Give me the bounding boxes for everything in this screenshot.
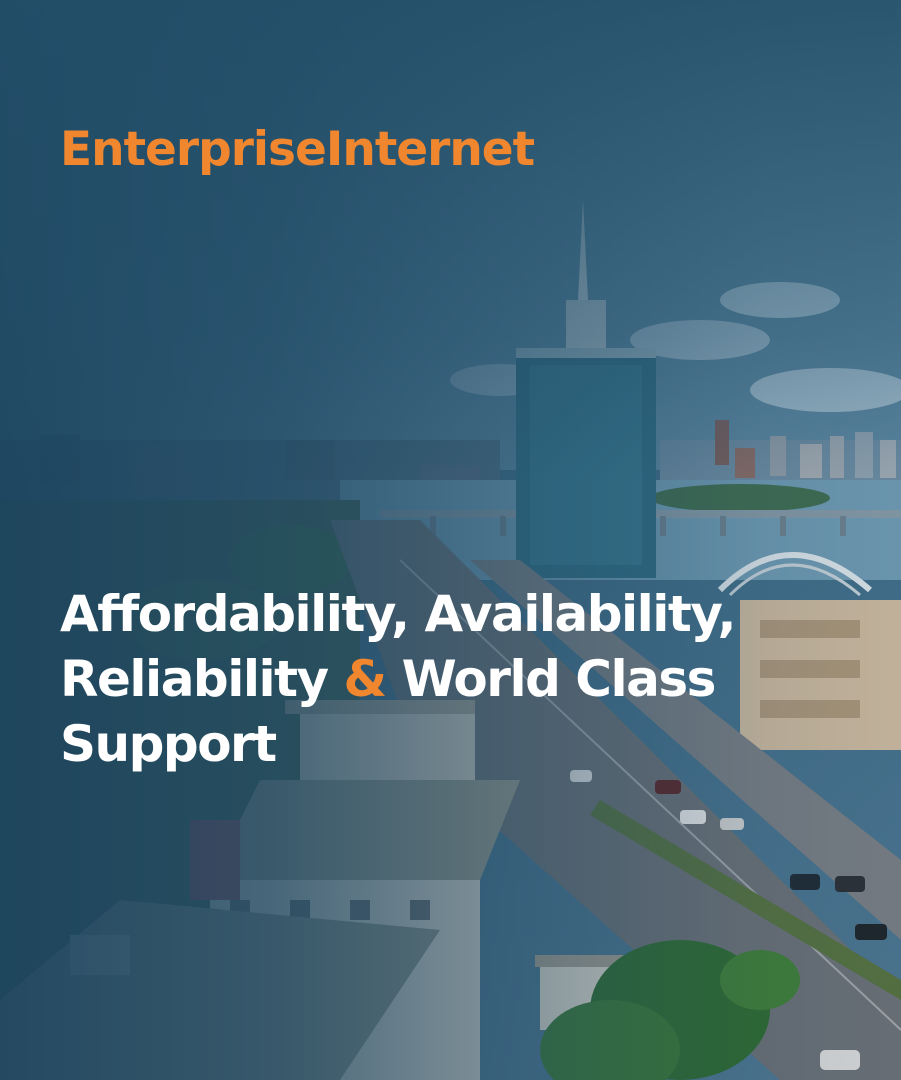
banner-title: EnterpriseInternet	[60, 122, 535, 177]
banner-headline: Affordability, Availability, Reliability…	[60, 582, 840, 777]
headline-ampersand: &	[343, 650, 388, 708]
headline-text-part2: World Class Support	[60, 650, 716, 773]
headline-text-part1: Affordability, Availability, Reliability	[60, 585, 737, 708]
top-gradient-fade	[0, 0, 901, 480]
